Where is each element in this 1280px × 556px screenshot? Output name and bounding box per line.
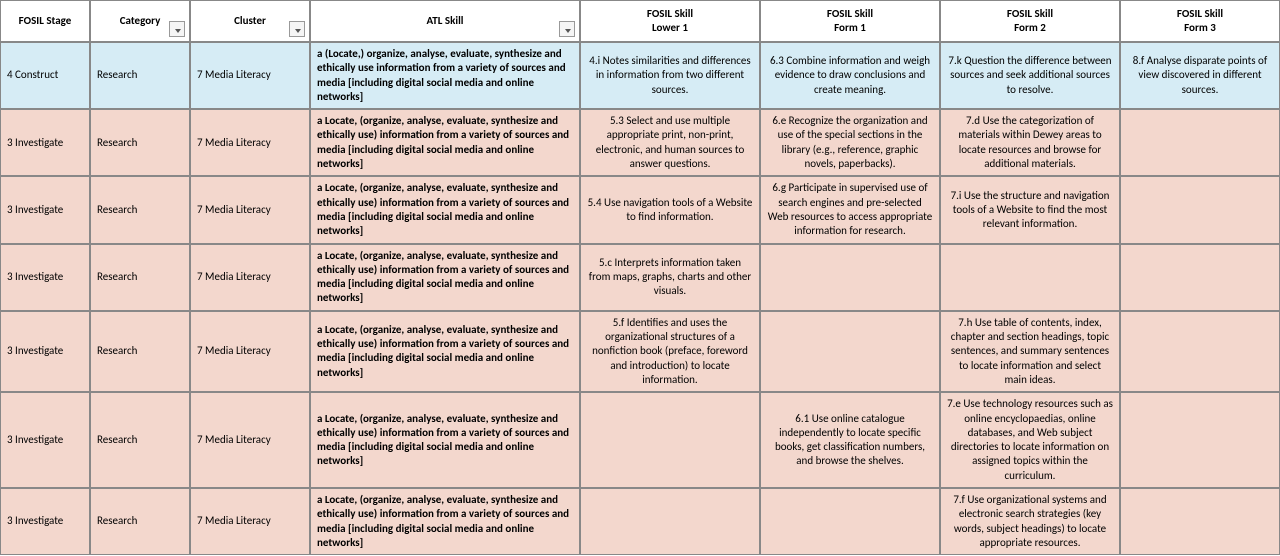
table-cell[interactable]: a Locate, (organize, analyse, evaluate, … xyxy=(310,488,580,555)
table-cell[interactable]: Research xyxy=(90,311,190,392)
col-header-fosil-stage[interactable]: FOSIL Stage xyxy=(0,0,90,42)
table-cell[interactable]: a (Locate,) organize, analyse, evaluate,… xyxy=(310,42,580,109)
table-cell[interactable]: 3 Investigate xyxy=(0,109,90,176)
table-cell[interactable]: 6.3 Combine information and weigh eviden… xyxy=(760,42,940,109)
col-header-form2[interactable]: FOSIL SkillForm 2 xyxy=(940,0,1120,42)
header-label: FOSIL SkillForm 3 xyxy=(1177,7,1223,36)
table-cell[interactable] xyxy=(760,488,940,555)
table-cell[interactable]: 3 Investigate xyxy=(0,176,90,243)
table-cell[interactable]: a Locate, (organize, analyse, evaluate, … xyxy=(310,244,580,311)
col-header-category[interactable]: Category xyxy=(90,0,190,42)
header-label: FOSIL SkillForm 2 xyxy=(1007,7,1053,36)
table-cell[interactable] xyxy=(940,244,1120,311)
table-cell[interactable]: Research xyxy=(90,244,190,311)
table-cell[interactable]: 7.f Use organizational systems and elect… xyxy=(940,488,1120,555)
table-cell[interactable]: 7.i Use the structure and navigation too… xyxy=(940,176,1120,243)
table-cell[interactable]: 7 Media Literacy xyxy=(190,392,310,488)
table-cell[interactable] xyxy=(1120,488,1280,555)
col-header-form1[interactable]: FOSIL SkillForm 1 xyxy=(760,0,940,42)
table-cell[interactable]: 3 Investigate xyxy=(0,392,90,488)
table-cell[interactable] xyxy=(1120,176,1280,243)
header-label: ATL Skill xyxy=(427,14,464,28)
table-cell[interactable]: 5.c Interprets information taken from ma… xyxy=(580,244,760,311)
table-cell[interactable] xyxy=(1120,244,1280,311)
table-cell[interactable]: Research xyxy=(90,109,190,176)
table-cell[interactable]: 4.i Notes similarities and differences i… xyxy=(580,42,760,109)
table-cell[interactable]: 5.4 Use navigation tools of a Website to… xyxy=(580,176,760,243)
table-cell[interactable]: 7.d Use the categorization of materials … xyxy=(940,109,1120,176)
table-cell[interactable]: a Locate, (organize, analyse, evaluate, … xyxy=(310,176,580,243)
table-cell[interactable]: 7.e Use technology resources such as onl… xyxy=(940,392,1120,488)
table-cell[interactable]: Research xyxy=(90,176,190,243)
table-cell[interactable]: 7.h Use table of contents, index, chapte… xyxy=(940,311,1120,392)
table-cell[interactable]: 4 Construct xyxy=(0,42,90,109)
table-cell[interactable]: 6.e Recognize the organization and use o… xyxy=(760,109,940,176)
table-cell[interactable]: 7 Media Literacy xyxy=(190,488,310,555)
col-header-cluster[interactable]: Cluster xyxy=(190,0,310,42)
table-cell[interactable] xyxy=(760,311,940,392)
table-cell[interactable] xyxy=(1120,311,1280,392)
table-cell[interactable] xyxy=(1120,392,1280,488)
table-cell[interactable]: Research xyxy=(90,392,190,488)
table-cell[interactable] xyxy=(580,488,760,555)
table-cell[interactable] xyxy=(1120,109,1280,176)
table-cell[interactable]: 3 Investigate xyxy=(0,488,90,555)
header-label: FOSIL SkillLower 1 xyxy=(647,7,693,36)
table-cell[interactable]: 7 Media Literacy xyxy=(190,244,310,311)
table-cell[interactable] xyxy=(760,244,940,311)
table-cell[interactable]: Research xyxy=(90,42,190,109)
header-label: Cluster xyxy=(234,14,266,28)
table-cell[interactable]: 8.f Analyse disparate points of view dis… xyxy=(1120,42,1280,109)
header-label: Category xyxy=(120,14,161,28)
table-cell[interactable]: a Locate, (organize, analyse, evaluate, … xyxy=(310,109,580,176)
table-cell[interactable] xyxy=(580,392,760,488)
table-cell[interactable]: 7 Media Literacy xyxy=(190,42,310,109)
col-header-atl-skill[interactable]: ATL Skill xyxy=(310,0,580,42)
skills-table: FOSIL Stage Category Cluster ATL Skill F… xyxy=(0,0,1280,555)
table-cell[interactable]: a Locate, (organize, analyse, evaluate, … xyxy=(310,392,580,488)
table-cell[interactable]: 3 Investigate xyxy=(0,244,90,311)
table-cell[interactable]: 5.3 Select and use multiple appropriate … xyxy=(580,109,760,176)
table-cell[interactable]: 5.f Identifies and uses the organization… xyxy=(580,311,760,392)
table-cell[interactable]: a Locate, (organize, analyse, evaluate, … xyxy=(310,311,580,392)
col-header-form3[interactable]: FOSIL SkillForm 3 xyxy=(1120,0,1280,42)
table-cell[interactable]: 7 Media Literacy xyxy=(190,311,310,392)
header-label: FOSIL Stage xyxy=(19,14,72,28)
col-header-lower1[interactable]: FOSIL SkillLower 1 xyxy=(580,0,760,42)
table-cell[interactable]: Research xyxy=(90,488,190,555)
table-cell[interactable]: 6.1 Use online catalogue independently t… xyxy=(760,392,940,488)
table-cell[interactable]: 7 Media Literacy xyxy=(190,109,310,176)
table-cell[interactable]: 6.g Participate in supervised use of sea… xyxy=(760,176,940,243)
table-cell[interactable]: 3 Investigate xyxy=(0,311,90,392)
header-label: FOSIL SkillForm 1 xyxy=(827,7,873,36)
table-cell[interactable]: 7 Media Literacy xyxy=(190,176,310,243)
table-cell[interactable]: 7.k Question the difference between sour… xyxy=(940,42,1120,109)
